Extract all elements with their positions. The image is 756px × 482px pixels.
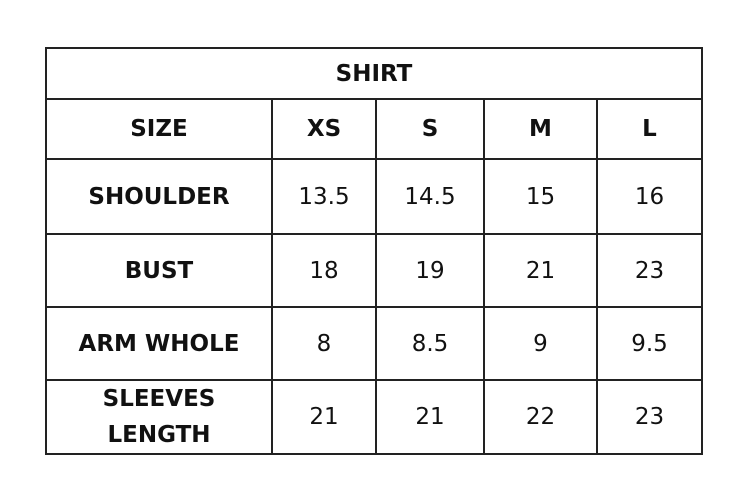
cell: 15	[483, 158, 598, 235]
cell: 21	[271, 379, 377, 455]
cell: 21	[483, 233, 598, 308]
header-xs: XS	[271, 98, 377, 160]
header-size: SIZE	[45, 98, 273, 160]
cell: 19	[375, 233, 485, 308]
row-label: BUST	[45, 233, 273, 308]
cell: 16	[596, 158, 703, 235]
row-label: SHOULDER	[45, 158, 273, 235]
cell: 9.5	[596, 306, 703, 381]
cell: 21	[375, 379, 485, 455]
table-row: BUST 18 19 21 23	[45, 233, 703, 308]
cell: 22	[483, 379, 598, 455]
size-chart-table: SHIRT SIZE XS S M L SHOULDER 13.5 14.5 1…	[45, 47, 703, 455]
row-label: SLEEVES LENGTH	[45, 379, 273, 455]
row-label: ARM WHOLE	[45, 306, 273, 381]
header-s: S	[375, 98, 485, 160]
cell: 9	[483, 306, 598, 381]
table-title: SHIRT	[45, 47, 703, 100]
header-row: SIZE XS S M L	[45, 98, 703, 160]
header-m: M	[483, 98, 598, 160]
cell: 8	[271, 306, 377, 381]
cell: 18	[271, 233, 377, 308]
cell: 23	[596, 233, 703, 308]
table-row: ARM WHOLE 8 8.5 9 9.5	[45, 306, 703, 381]
table-row: SLEEVES LENGTH 21 21 22 23	[45, 379, 703, 455]
cell: 8.5	[375, 306, 485, 381]
cell: 14.5	[375, 158, 485, 235]
header-l: L	[596, 98, 703, 160]
cell: 23	[596, 379, 703, 455]
table-row: SHOULDER 13.5 14.5 15 16	[45, 158, 703, 235]
cell: 13.5	[271, 158, 377, 235]
